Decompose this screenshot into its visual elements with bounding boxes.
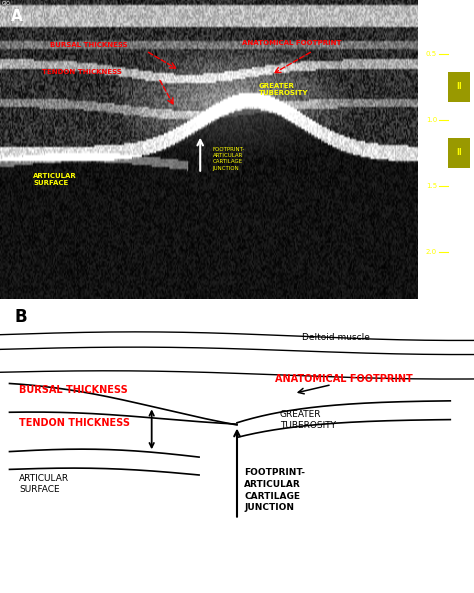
Text: BURSAL THICKNESS: BURSAL THICKNESS	[50, 42, 128, 48]
Text: 2.0: 2.0	[426, 248, 437, 254]
Text: II: II	[456, 148, 462, 157]
Text: TENDON THICKNESS: TENDON THICKNESS	[19, 417, 130, 428]
FancyBboxPatch shape	[448, 72, 470, 102]
Text: B: B	[14, 308, 27, 326]
Text: TENDON THICKNESS: TENDON THICKNESS	[42, 69, 121, 75]
Text: 1.5: 1.5	[426, 183, 437, 189]
Text: GREATER
TUBEROSITY: GREATER TUBEROSITY	[280, 410, 336, 430]
Text: GIO
9: GIO 9	[2, 2, 11, 12]
FancyBboxPatch shape	[448, 138, 470, 168]
Text: Deltoid muscle: Deltoid muscle	[302, 333, 370, 342]
Text: GREATER
TUBEROSITY: GREATER TUBEROSITY	[259, 84, 308, 96]
Text: ARTICULAR
SURFACE: ARTICULAR SURFACE	[33, 173, 77, 186]
Text: II: II	[456, 82, 462, 91]
Text: 0.5: 0.5	[426, 51, 437, 57]
Text: ANATOMICAL FOOTPRINT: ANATOMICAL FOOTPRINT	[275, 374, 413, 384]
Text: A: A	[10, 9, 22, 24]
Text: FOOTPRINT-
ARTICULAR
CARTILAGE
JUNCTION: FOOTPRINT- ARTICULAR CARTILAGE JUNCTION	[213, 147, 245, 171]
Text: BURSAL THICKNESS: BURSAL THICKNESS	[19, 385, 128, 396]
Text: 1.0: 1.0	[426, 117, 437, 123]
Text: FOOTPRINT-
ARTICULAR
CARTILAGE
JUNCTION: FOOTPRINT- ARTICULAR CARTILAGE JUNCTION	[244, 468, 305, 512]
Text: ANATOMICAL FOOTPRINT: ANATOMICAL FOOTPRINT	[242, 40, 341, 46]
Text: ARTICULAR
SURFACE: ARTICULAR SURFACE	[19, 474, 69, 495]
